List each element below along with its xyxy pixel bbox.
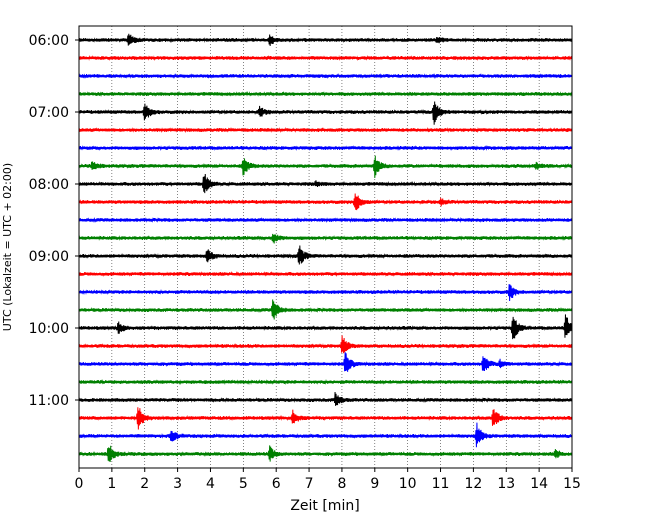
y-tick-label: 10:00 — [29, 321, 69, 337]
plot-frame — [78, 25, 573, 469]
x-tick-label: 14 — [530, 476, 548, 492]
x-tick-label: 12 — [464, 476, 482, 492]
trace-0600 — [78, 33, 573, 47]
trace-1015 — [78, 335, 573, 354]
trace-0800 — [78, 174, 573, 194]
x-tick-label: 2 — [140, 476, 149, 492]
y-tick-label: 11:00 — [29, 393, 69, 409]
trace-0730 — [78, 144, 573, 152]
x-tick-label: 9 — [370, 476, 379, 492]
trace-1130 — [78, 422, 573, 448]
trace-1000 — [78, 314, 573, 340]
trace-0745 — [78, 155, 573, 178]
x-axis-ticks: 0 1 2 3 4 5 6 7 8 9 10 11 12 13 14 15 — [75, 468, 581, 492]
trace-0915 — [78, 271, 573, 278]
x-tick-label: 13 — [497, 476, 515, 492]
x-tick-label: 5 — [239, 476, 248, 492]
x-tick-label: 6 — [272, 476, 281, 492]
x-tick-label: 7 — [305, 476, 314, 492]
trace-1030 — [78, 352, 573, 372]
trace-0615 — [78, 54, 573, 61]
x-tick-label: 4 — [206, 476, 215, 492]
x-tick-label: 1 — [107, 476, 116, 492]
y-tick-label: 08:00 — [29, 177, 69, 193]
trace-0900 — [78, 245, 573, 265]
y-tick-label: 09:00 — [29, 249, 69, 265]
trace-0645 — [78, 91, 573, 97]
trace-1045 — [78, 379, 573, 385]
trace-0700 — [78, 101, 573, 125]
x-tick-label: 3 — [173, 476, 182, 492]
trace-1145 — [78, 445, 573, 462]
y-tick-label: 06:00 — [29, 33, 69, 49]
trace-0715 — [78, 126, 573, 134]
y-axis-ticks: 06:00 07:00 08:00 09:00 10:00 11:00 — [29, 33, 79, 409]
trace-0830 — [78, 216, 573, 224]
y-axis-label: UTC (Lokalzeit = UTC + 02:00) — [1, 163, 14, 331]
x-tick-label: 11 — [432, 476, 450, 492]
plot-background — [79, 26, 572, 468]
x-tick-label: 8 — [337, 476, 346, 492]
x-axis-label: Zeit [min] — [290, 498, 359, 514]
trace-0930 — [78, 284, 573, 302]
trace-1100 — [78, 391, 573, 406]
x-tick-label: 10 — [399, 476, 417, 492]
x-tick-label: 0 — [75, 476, 84, 492]
trace-0845 — [78, 233, 573, 244]
y-tick-label: 07:00 — [29, 105, 69, 121]
trace-0815 — [78, 193, 573, 211]
seismic-traces — [78, 33, 573, 462]
trace-1115 — [78, 407, 573, 430]
trace-0630 — [78, 72, 573, 80]
x-tick-label: 15 — [563, 476, 581, 492]
trace-0945 — [78, 299, 573, 320]
